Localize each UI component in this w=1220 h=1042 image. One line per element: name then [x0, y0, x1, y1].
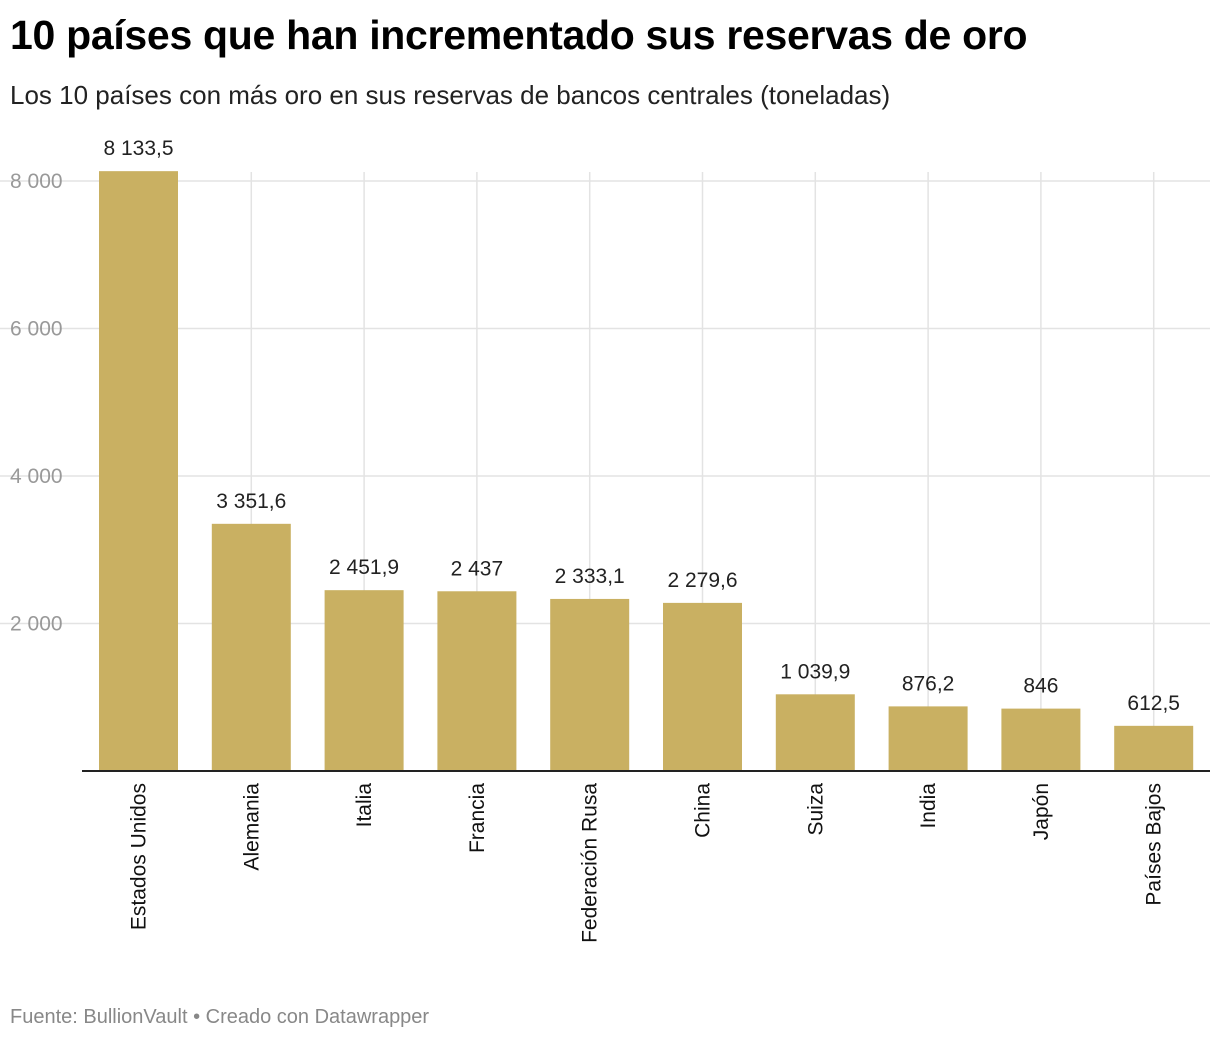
category-label: Estados Unidos: [128, 783, 151, 930]
y-tick-label: 8 000: [10, 170, 63, 193]
category-label: Japón: [1030, 783, 1053, 840]
value-label: 876,2: [902, 672, 955, 695]
y-tick-label: 6 000: [10, 318, 63, 341]
bar-china: [663, 602, 742, 771]
source-footer: Fuente: BullionVault • Creado con Datawr…: [10, 1006, 430, 1028]
value-label: 2 279,6: [667, 569, 737, 592]
value-label: 8 133,5: [103, 137, 173, 160]
y-axis-ticks: 2 000 4 000 6 000 8 000: [10, 170, 63, 636]
value-label: 612,5: [1127, 692, 1180, 715]
value-label: 3 351,6: [216, 490, 286, 513]
value-label: 2 437: [451, 557, 504, 580]
bar-suiza: [775, 694, 855, 771]
bar-estados-unidos: [99, 171, 178, 772]
category-labels: Estados Unidos Alemania Italia Francia Feder…: [128, 783, 1166, 943]
bar-francia: [437, 591, 517, 771]
category-label: China: [692, 783, 715, 838]
category-label: Países Bajos: [1143, 783, 1166, 906]
bar-india: [888, 706, 968, 771]
category-label: Federación Rusa: [579, 783, 602, 943]
category-label: Italia: [353, 783, 376, 828]
category-label: India: [917, 783, 940, 829]
bar-federación-rusa: [550, 598, 630, 771]
bar-alemania: [211, 523, 291, 771]
category-label: Alemania: [240, 783, 263, 871]
value-label: 1 039,9: [780, 660, 850, 683]
bar-países-bajos: [1114, 725, 1194, 771]
category-label: Suiza: [804, 783, 827, 836]
value-label: 2 333,1: [555, 565, 625, 588]
value-label: 2 451,9: [329, 556, 399, 579]
y-tick-label: 4 000: [10, 465, 63, 488]
value-label: 846: [1023, 675, 1058, 698]
chart-title: 10 países que han incrementado sus reser…: [10, 12, 1028, 58]
bar-italia: [324, 590, 404, 771]
bars: [99, 171, 1194, 772]
category-label: Francia: [466, 783, 489, 853]
chart-subtitle: Los 10 países con más oro en sus reserva…: [10, 80, 891, 110]
y-tick-label: 2 000: [10, 613, 63, 636]
bar-chart: 2 000 4 000 6 000 8 000 8 133,5 3 351,6 2 451…: [0, 137, 1210, 943]
bar-japón: [1001, 708, 1081, 771]
value-labels: 8 133,5 3 351,6 2 451,9 2 437 2 333,1 2 279,6…: [103, 137, 1180, 715]
